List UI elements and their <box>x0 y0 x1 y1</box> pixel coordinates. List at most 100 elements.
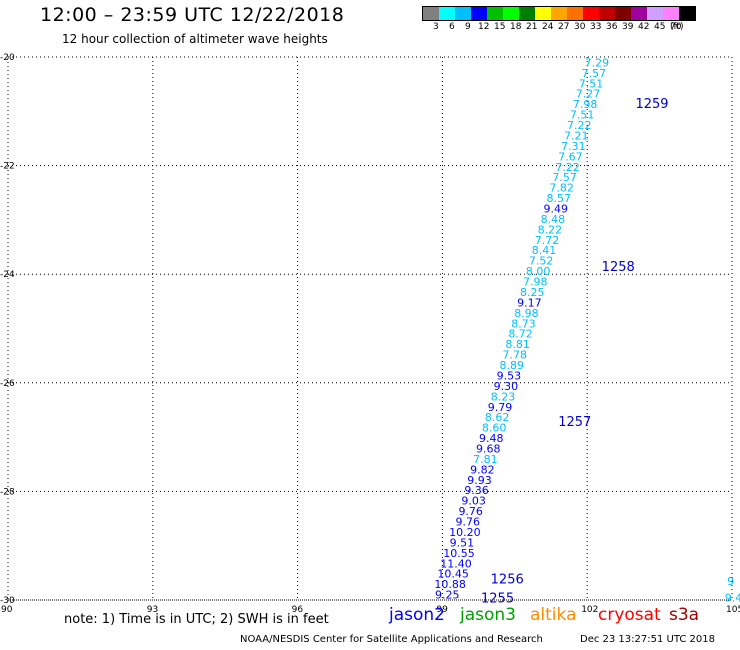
swh-value: 7.98 <box>523 276 548 289</box>
swh-value: 8.41 <box>532 244 557 257</box>
legend-swatch <box>663 7 679 20</box>
legend-swatch <box>551 7 567 20</box>
legend-swatch <box>647 7 663 20</box>
swh-value: 7.27 <box>576 88 601 101</box>
color-legend <box>422 6 696 21</box>
satellite-name-altika: altika <box>530 605 577 625</box>
legend-label: 36 <box>606 22 618 32</box>
swh-value: 7.52 <box>529 255 554 268</box>
pass-number-label: 1258 <box>602 260 635 275</box>
y-tick-label: -28 <box>0 487 15 497</box>
legend-swatch <box>615 7 631 20</box>
x-tick-label: 99 <box>436 605 448 615</box>
plot-frame <box>7 56 733 601</box>
legend-label: 12 <box>478 22 490 32</box>
legend-swatch <box>439 7 455 20</box>
swh-value: 9.76 <box>456 516 481 529</box>
swh-value: 7.57 <box>582 67 607 80</box>
swh-value: 9.30 <box>494 380 519 393</box>
swh-value: 8.57 <box>546 192 571 205</box>
swh-value: 9.68 <box>476 442 501 455</box>
swh-value: 8.89 <box>500 359 525 372</box>
legend-label: 15 <box>494 22 506 32</box>
pass-number-label: 1256 <box>491 572 524 587</box>
legend-label: 27 <box>558 22 570 32</box>
swh-value: 8.00 <box>526 265 551 278</box>
y-tick-label: -24 <box>0 270 15 280</box>
legend-label: 45 <box>654 22 666 32</box>
legend-swatch <box>423 7 439 20</box>
swh-value: 9.79 <box>488 401 513 414</box>
legend-label: 6 <box>449 22 455 32</box>
legend-label: 21 <box>526 22 538 32</box>
swh-value: 7.21 <box>564 129 589 142</box>
swh-value: 8.25 <box>520 286 545 299</box>
swh-value: 10.45 <box>437 568 469 581</box>
swh-value: 7.98 <box>573 98 598 111</box>
swh-value: 8.73 <box>511 317 536 330</box>
swh-value: 9.76 <box>458 505 483 518</box>
legend-label: 9 <box>465 22 471 32</box>
swh-value: 7.67 <box>558 150 583 163</box>
legend-swatch <box>535 7 551 20</box>
swh-value: 7.51 <box>579 77 604 90</box>
swh-value: 7.81 <box>473 453 498 466</box>
map-subtitle: 12 hour collection of altimeter wave hei… <box>62 32 328 46</box>
legend-label: 39 <box>622 22 634 32</box>
legend-label: 3 <box>433 22 439 32</box>
swh-value: 8.62 <box>485 411 510 424</box>
legend-label: (ft) <box>670 22 684 32</box>
swh-value: 8.22 <box>538 223 563 236</box>
swh-value: 7.22 <box>567 119 592 132</box>
legend-swatch <box>503 7 519 20</box>
swh-value: 7.31 <box>561 140 586 153</box>
y-tick-label: -22 <box>0 162 15 172</box>
swh-value: 7.82 <box>549 182 574 195</box>
swh-value: 9.17 <box>517 296 542 309</box>
y-tick-label: -30 <box>0 596 15 606</box>
swh-value: 7.72 <box>535 234 560 247</box>
satellite-name-jason3: jason3 <box>460 605 516 625</box>
legend-label: 24 <box>542 22 554 32</box>
satellite-name-cryosat: cryosat <box>598 605 661 625</box>
swh-value: 9.03 <box>461 495 486 508</box>
y-tick-label: -20 <box>0 53 15 63</box>
x-tick-label: 90 <box>1 605 13 615</box>
swh-value: 10.55 <box>443 547 475 560</box>
swh-value: 8.72 <box>508 328 533 341</box>
swh-value: 9.53 <box>497 369 522 382</box>
swh-value: 9.49 <box>544 203 569 216</box>
legend-swatch <box>519 7 535 20</box>
x-tick-label: 96 <box>292 605 304 615</box>
swh-value: 9.51 <box>450 536 475 549</box>
swh-value: 9.48 <box>479 432 504 445</box>
legend-swatch <box>487 7 503 20</box>
swh-value: 8.48 <box>541 213 566 226</box>
pass-number-label: 1259 <box>635 97 668 112</box>
swh-value: 8.98 <box>514 307 539 320</box>
swh-value: 10.20 <box>449 526 481 539</box>
legend-swatch <box>679 7 695 20</box>
footer-credit: NOAA/NESDIS Center for Satellite Applica… <box>240 634 543 645</box>
swh-value: 7.22 <box>555 161 580 174</box>
swh-value: 8.23 <box>491 390 516 403</box>
pass-number-label: 1257 <box>558 415 591 430</box>
note-text: note: 1) Time is in UTC; 2) SWH is in fe… <box>64 612 329 627</box>
swh-value: 8.60 <box>482 422 507 435</box>
legend-label: 33 <box>590 22 602 32</box>
swh-value: 9.82 <box>470 463 495 476</box>
swh-value: 7.57 <box>552 171 577 184</box>
legend-swatch <box>455 7 471 20</box>
x-tick-label: 93 <box>147 605 158 615</box>
legend-swatch <box>599 7 615 20</box>
swh-value: 9.25 <box>435 589 460 602</box>
footer-timestamp: Dec 23 13:27:51 UTC 2018 <box>580 634 715 645</box>
legend-label: 42 <box>638 22 650 32</box>
satellite-name-s3a: s3a <box>669 605 700 625</box>
pass-number-label: 1255 <box>481 591 514 606</box>
map-title: 12:00 – 23:59 UTC 12/22/2018 <box>40 4 345 26</box>
legend-label: 70 <box>670 22 682 32</box>
legend-swatch <box>471 7 487 20</box>
swh-value: 10.88 <box>434 578 466 591</box>
